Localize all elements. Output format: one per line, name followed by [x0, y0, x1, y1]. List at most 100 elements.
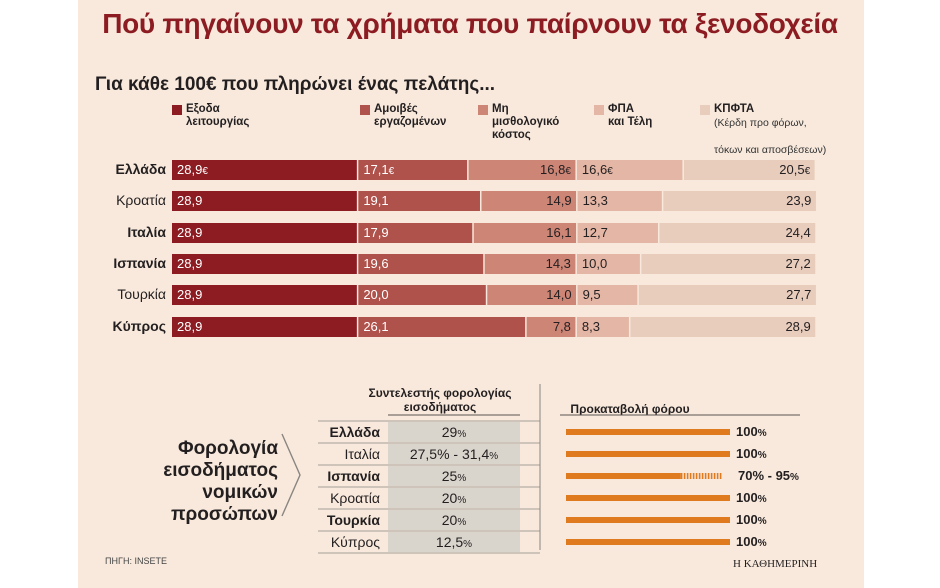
tax-rate-number: 25 [441, 468, 458, 484]
bar-value-label: 9,5 [583, 286, 601, 304]
euro-sign: € [804, 166, 811, 177]
tax-side-title-line3: νομικών [202, 482, 278, 503]
bar-value-label: 23,9 [786, 192, 811, 210]
bar-value-number: 26,1 [363, 319, 389, 334]
euro-sign: € [607, 166, 613, 177]
bar-value-number: 16,1 [546, 225, 572, 240]
legend-swatch [172, 105, 182, 115]
percent-sign: % [757, 428, 767, 439]
country-label: Κροατία [116, 192, 166, 208]
legend-label: ΚΠΦΤΑ (Κέρδη προ φόρων, τόκων και αποσβέσε… [714, 103, 826, 157]
bar-value-number: 28,9 [177, 162, 203, 177]
legend-label-line: Αμοιβές [374, 103, 418, 115]
bar-value-label: 13,3 [583, 192, 608, 210]
legend-label-line: ΚΠΦΤΑ [714, 103, 755, 115]
bar-value-label: 19,1 [363, 192, 388, 210]
bar-value-number: 23,9 [786, 193, 812, 208]
percent-sign: % [457, 495, 467, 506]
prepayment-value: 70% - 95% [738, 468, 799, 483]
bar-value-number: 17,1 [363, 162, 389, 177]
prepayment-number: 100 [736, 446, 758, 461]
prepayment-value: 100% [736, 490, 767, 505]
percent-sign: % [757, 516, 767, 527]
tax-country-label: Κροατία [330, 490, 380, 506]
bar-value-number: 16,8 [540, 162, 566, 177]
tax-rate-number: 20 [441, 512, 458, 528]
bar-value-number: 14,3 [545, 256, 571, 271]
bar-value-number: 24,4 [785, 225, 811, 240]
tax-rate-value: 27,5% - 31,4% [388, 446, 520, 462]
bar-value-label: 12,7 [583, 224, 608, 242]
legend-label: Εξοδα λειτουργίας [186, 103, 249, 129]
tax-country-label: Τουρκία [326, 512, 380, 528]
bar-value-number: 19,6 [363, 256, 389, 271]
euro-sign: € [202, 166, 208, 177]
prepayment-number: 100 [736, 534, 758, 549]
bar-value-number: 28,9 [177, 287, 203, 302]
legend-swatch [360, 105, 370, 115]
bar-value-label: 27,7 [786, 286, 811, 304]
bar-value-label: 16,6€ [582, 161, 613, 181]
prepayment-value: 100% [736, 424, 767, 439]
tax-side-title: Φορολογία εισοδήματος νομικών προσώπων [118, 438, 278, 526]
tax-rate-value: 12,5% [388, 534, 520, 550]
tax-country-label: Ιταλία [344, 446, 380, 462]
prepayment-number: 100 [736, 424, 758, 439]
prepayment-number: 70% - 95 [738, 468, 791, 483]
tax-rate-header: Συντελεστής φορολογίας εισοδήματος [360, 386, 520, 414]
percent-sign: % [757, 450, 767, 461]
prepayment-value: 100% [736, 446, 767, 461]
bar-value-label: 20,0 [363, 286, 388, 304]
tax-rate-value: 29% [388, 424, 520, 440]
tax-rate-value: 20% [388, 490, 520, 506]
tax-side-title-line4: προσώπων [170, 504, 278, 525]
country-label: Ισπανία [113, 255, 166, 271]
percent-sign: % [463, 539, 473, 550]
bar-value-label: 8,3 [582, 318, 600, 336]
euro-sign: € [388, 166, 395, 177]
legend-label-line: λειτουργίας [186, 116, 250, 128]
legend-swatch [700, 105, 710, 115]
bar-value-number: 10,0 [581, 256, 608, 271]
bar-value-number: 7,8 [552, 319, 571, 334]
bar-value-label: 28,9 [177, 286, 202, 304]
legend-label: Αμοιβές εργαζομένων [374, 103, 446, 129]
bar-value-number: 17,9 [363, 225, 389, 240]
bar-value-number: 28,9 [785, 319, 811, 334]
legend-label: Μη μισθολογικό κόστος [492, 103, 559, 142]
percent-sign: % [790, 472, 799, 483]
country-label: Ιταλία [127, 224, 166, 240]
tax-rate-number: 20 [441, 490, 458, 506]
bar-value-label: 20,5€ [779, 161, 810, 181]
tax-country-label: Ισπανία [327, 468, 380, 484]
bar-value-number: 28,9 [177, 319, 203, 334]
percent-sign: % [757, 538, 767, 549]
bar-value-label: 14,3 [546, 255, 571, 273]
legend-swatch [478, 105, 488, 115]
bar-value-number: 27,2 [785, 256, 811, 271]
bar-value-label: 14,0 [546, 286, 571, 304]
euro-sign: € [565, 166, 571, 177]
percent-sign: % [457, 429, 467, 440]
legend-label-line: κόστος [492, 129, 531, 141]
publisher-brand: Η ΚΑΘΗΜΕΡΙΝΗ [733, 558, 818, 570]
prepayment-value: 100% [736, 534, 767, 549]
prepayment-number: 100 [736, 512, 758, 527]
bar-value-label: 26,1 [363, 318, 388, 336]
legend-label-line: και Τέλη [608, 116, 653, 128]
bar-value-label: 28,9 [177, 318, 202, 336]
bar-value-number: 20,0 [363, 287, 389, 302]
bar-value-number: 14,9 [546, 193, 572, 208]
country-label: Τουρκία [117, 286, 166, 302]
legend-label-line: εργαζομένων [374, 116, 447, 128]
bar-value-label: 28,9 [177, 255, 202, 273]
legend-label-line: Εξοδα [186, 103, 220, 115]
prepayment-header: Προκαταβολή φόρου [570, 402, 690, 416]
bar-value-label: 19,6 [363, 255, 388, 273]
tax-rate-header-line1: Συντελεστής φορολογίας [368, 386, 512, 400]
bar-value-label: 28,9 [785, 318, 810, 336]
country-label: Ελλάδα [115, 161, 166, 177]
bar-value-label: 28,9 [177, 192, 202, 210]
bar-value-number: 14,0 [546, 287, 572, 302]
bar-value-label: 17,9 [363, 224, 388, 242]
